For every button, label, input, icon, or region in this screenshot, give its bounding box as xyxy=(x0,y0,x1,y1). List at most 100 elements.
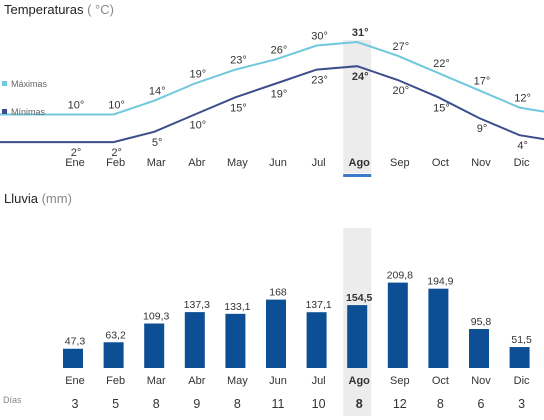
min-temp-label: 24° xyxy=(352,71,369,83)
rain-bar xyxy=(103,342,124,368)
rain-title-text: Lluvia xyxy=(4,191,38,206)
temp-month-label: May xyxy=(227,157,248,169)
rain-days-value: 5 xyxy=(112,397,119,411)
min-temp-label: 5° xyxy=(152,137,163,149)
min-temp-label: 9° xyxy=(477,123,488,135)
rain-title: Lluvia (mm) xyxy=(4,191,72,206)
rain-bar xyxy=(225,313,246,368)
temp-month-label: Abr xyxy=(188,157,205,169)
min-temp-label: 15° xyxy=(230,102,247,114)
min-temp-label: 19° xyxy=(271,88,288,100)
rain-bar xyxy=(266,299,286,368)
temp-month-label: Oct xyxy=(432,157,449,169)
temperature-title: Temperaturas ( °C) xyxy=(4,2,114,17)
rain-bar xyxy=(347,305,368,368)
max-temp-label: 10° xyxy=(68,100,85,112)
max-temp-label: 10° xyxy=(108,100,125,112)
rain-days-value: 12 xyxy=(393,397,407,411)
min-temp-label: 2° xyxy=(71,147,82,159)
rain-bar xyxy=(63,348,83,368)
max-temperature-line xyxy=(0,40,544,116)
rain-month-label: Nov xyxy=(471,375,491,387)
rain-days-value: 10 xyxy=(312,397,326,411)
rain-month-label: Oct xyxy=(432,375,449,387)
rain-value-label: 47,3 xyxy=(65,336,86,348)
max-temp-label: 19° xyxy=(189,68,206,80)
rain-month-label: Ago xyxy=(349,375,371,387)
rain-days-value: 9 xyxy=(193,397,200,411)
min-temp-label: 15° xyxy=(433,102,450,114)
rain-value-label: 63,2 xyxy=(105,329,126,341)
rain-value-label: 133,1 xyxy=(224,301,250,313)
rain-value-label: 194,9 xyxy=(427,276,453,288)
rain-days-value: 8 xyxy=(153,397,160,411)
max-temp-label: 22° xyxy=(433,58,450,70)
max-temp-label: 30° xyxy=(311,31,328,43)
min-temp-label: 2° xyxy=(111,147,122,159)
max-temp-label: 27° xyxy=(392,41,409,53)
temp-month-label: Nov xyxy=(471,157,491,169)
rain-days-value: 3 xyxy=(518,397,525,411)
min-temp-label: 23° xyxy=(311,75,328,87)
rain-value-label: 95,8 xyxy=(471,316,492,328)
max-temp-label: 23° xyxy=(230,55,247,67)
rain-month-label: Jul xyxy=(312,375,326,387)
rain-days-value: 3 xyxy=(72,397,79,411)
temp-month-label: Feb xyxy=(106,157,125,169)
highlight-accent-bar xyxy=(343,174,372,177)
temp-month-label: Dic xyxy=(514,157,530,169)
temp-month-label: Jun xyxy=(269,157,287,169)
temp-month-label: Sep xyxy=(390,157,410,169)
rain-month-label: Abr xyxy=(188,375,205,387)
rain-value-label: 209,8 xyxy=(387,270,413,282)
legend-label-max: Máximas xyxy=(11,79,48,89)
rain-bar xyxy=(184,312,205,368)
rain-value-label: 154,5 xyxy=(346,292,372,304)
rain-month-label: Ene xyxy=(65,375,85,387)
min-temp-label: 4° xyxy=(517,140,528,152)
temp-month-label: Jul xyxy=(312,157,326,169)
rain-month-label: Sep xyxy=(390,375,410,387)
rain-unit: (mm) xyxy=(41,191,72,206)
rain-value-label: 137,1 xyxy=(305,299,331,311)
temp-month-label: Mar xyxy=(147,157,166,169)
rain-month-label: Feb xyxy=(106,375,125,387)
legend-label-min: Mínimas xyxy=(11,107,46,117)
min-temperature-line xyxy=(0,65,544,144)
rain-value-label: 168 xyxy=(269,287,287,299)
rain-days-value: 6 xyxy=(478,397,485,411)
rain-value-label: 109,3 xyxy=(143,311,169,323)
rain-bar xyxy=(387,282,408,368)
rain-bar xyxy=(144,323,165,368)
max-temp-label: 31° xyxy=(352,27,369,39)
rain-value-label: 137,3 xyxy=(184,299,210,311)
rain-days-value: 8 xyxy=(356,397,363,411)
rain-days-label: Días xyxy=(3,395,22,405)
rain-value-label: 51,5 xyxy=(511,334,532,346)
highlight-column-temperature xyxy=(343,40,372,173)
min-temp-label: 20° xyxy=(392,85,409,97)
rain-month-label: Dic xyxy=(514,375,530,387)
max-temp-label: 26° xyxy=(271,44,288,56)
rain-bar xyxy=(509,347,530,368)
rain-month-label: Jun xyxy=(269,375,287,387)
legend-swatch-max xyxy=(2,81,7,86)
rain-month-label: May xyxy=(227,375,248,387)
rain-month-label: Mar xyxy=(147,375,166,387)
rain-bar xyxy=(469,329,489,368)
rain-days-value: 8 xyxy=(437,397,444,411)
rain-days-value: 8 xyxy=(234,397,241,411)
max-temp-label: 14° xyxy=(149,86,166,98)
rain-bar xyxy=(428,288,449,368)
temperature-unit: ( °C) xyxy=(87,2,114,17)
rain-bar xyxy=(306,312,327,368)
temp-month-label: Ago xyxy=(349,157,371,169)
min-temp-label: 10° xyxy=(189,120,206,132)
rain-days-value: 11 xyxy=(272,397,285,411)
max-temp-label: 17° xyxy=(474,75,491,87)
max-temp-label: 12° xyxy=(514,93,531,105)
legend-swatch-min xyxy=(2,109,7,114)
temperature-title-text: Temperaturas xyxy=(4,2,84,17)
temp-month-label: Ene xyxy=(65,157,85,169)
